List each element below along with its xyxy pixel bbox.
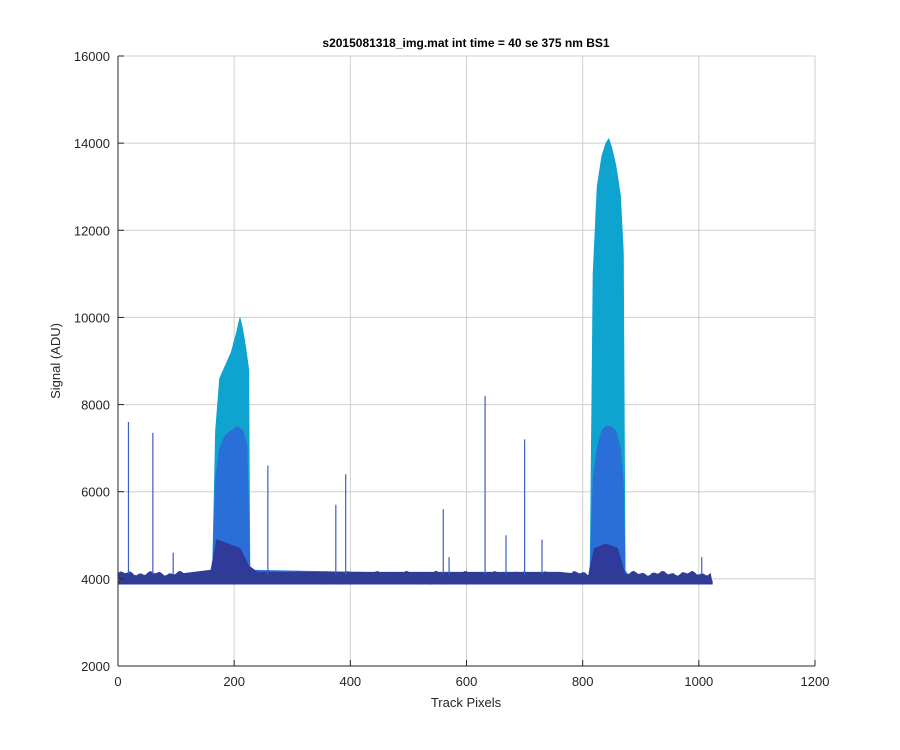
series-1-area bbox=[210, 425, 626, 585]
y-axis-label: Signal (ADU) bbox=[48, 323, 63, 399]
x-ticks: 0 200 400 600 800 1000 1200 bbox=[114, 660, 829, 689]
x-tick-label: 800 bbox=[572, 674, 594, 689]
x-tick-label: 600 bbox=[456, 674, 478, 689]
y-tick-label: 4000 bbox=[81, 572, 110, 587]
y-tick-label: 6000 bbox=[81, 485, 110, 500]
x-tick-label: 1200 bbox=[801, 674, 830, 689]
y-tick-label: 16000 bbox=[74, 49, 110, 64]
y-tick-label: 8000 bbox=[81, 398, 110, 413]
y-tick-label: 10000 bbox=[74, 310, 110, 325]
y-tick-label: 12000 bbox=[74, 223, 110, 238]
x-tick-label: 400 bbox=[339, 674, 361, 689]
x-axis-label: Track Pixels bbox=[431, 695, 502, 710]
chart-title: s2015081318_img.mat int time = 40 se 375… bbox=[322, 36, 609, 50]
plot-area bbox=[117, 137, 713, 585]
y-tick-label: 2000 bbox=[81, 659, 110, 674]
y-ticks: 2000 4000 6000 8000 10000 12000 14000 16000 bbox=[74, 49, 124, 674]
x-tick-label: 0 bbox=[114, 674, 121, 689]
y-tick-label: 14000 bbox=[74, 136, 110, 151]
baseline-noise bbox=[117, 570, 713, 585]
x-tick-label: 1000 bbox=[684, 674, 713, 689]
x-tick-label: 200 bbox=[223, 674, 245, 689]
